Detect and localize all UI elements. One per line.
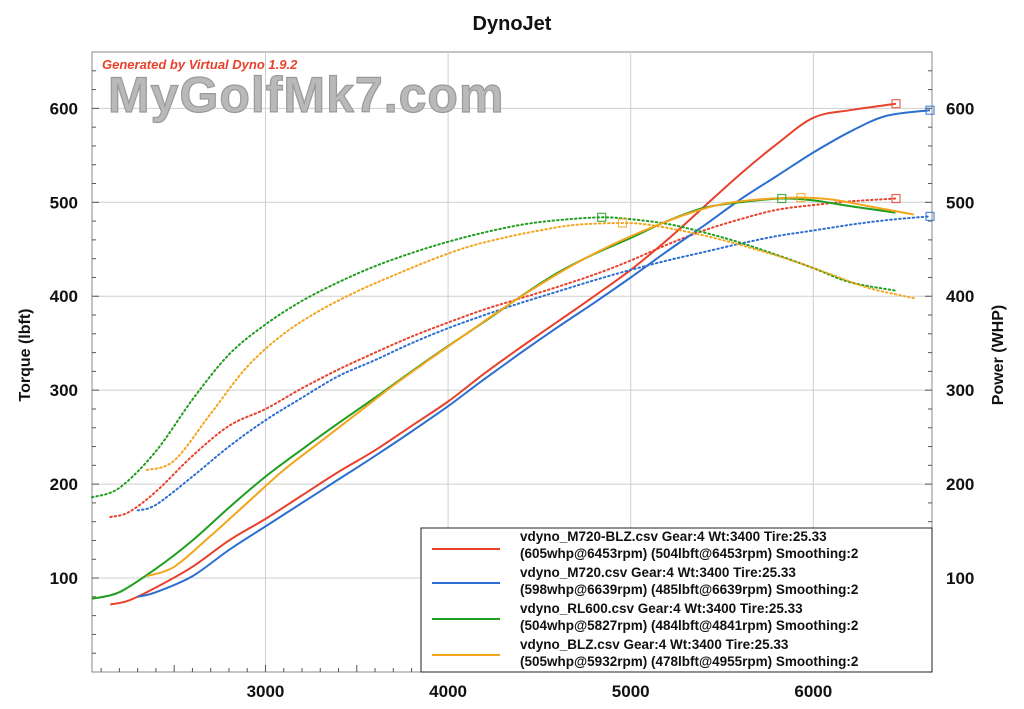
y-tick-label-right: 200 — [946, 475, 974, 494]
y-axis-label-left: Torque (lbft) — [17, 308, 34, 401]
y-tick-label-left: 600 — [50, 99, 78, 118]
torque-line-vdyno-m720 — [136, 215, 931, 512]
legend-m720-line2: (598whp@6639rpm) (485lbft@6639rpm) Smoot… — [520, 582, 858, 597]
x-tick-label: 5000 — [612, 682, 650, 701]
y-tick-label-right: 600 — [946, 99, 974, 118]
legend-box — [420, 527, 933, 673]
power-line-vdyno-blz — [146, 196, 914, 578]
y-axis-label-right: Power (WHP) — [990, 305, 1007, 405]
y-tick-label-left: 100 — [50, 569, 78, 588]
legend-rl600-line2: (504whp@5827rpm) (484lbft@4841rpm) Smoot… — [520, 618, 858, 633]
peak-power-marker-vdyno-blz — [796, 193, 806, 203]
peak-power-marker-vdyno-m720 — [925, 105, 935, 115]
generator-note: Generated by Virtual Dyno 1.9.2 — [102, 57, 298, 72]
peak-torque-marker-vdyno-blz — [617, 218, 628, 228]
peak-torque-marker-vdyno-rl600 — [597, 212, 607, 222]
series-layer — [91, 102, 931, 606]
gridlines — [92, 52, 932, 672]
y-tick-label-right: 300 — [946, 381, 974, 400]
y-tick-label-right: 100 — [946, 569, 974, 588]
x-tick-label: 6000 — [794, 682, 832, 701]
torque-line-vdyno-m720-blz — [109, 197, 897, 518]
y-tick-label-right: 400 — [946, 287, 974, 306]
legend-blz-line1: vdyno_BLZ.csv Gear:4 Wt:3400 Tire:25.33 — [520, 637, 789, 652]
peak-markers — [597, 99, 935, 228]
peak-power-marker-vdyno-m720-blz — [891, 99, 901, 109]
legend-m720-blz-line2: (605whp@6453rpm) (504lbft@6453rpm) Smoot… — [520, 546, 858, 561]
watermark: MyGolfMk7.com — [108, 67, 504, 123]
x-tick-label: 4000 — [429, 682, 467, 701]
y-tick-label-left: 200 — [50, 475, 78, 494]
peak-torque-marker-vdyno-m720 — [925, 211, 935, 221]
legend-m720-line1: vdyno_M720.csv Gear:4 Wt:3400 Tire:25.33 — [520, 565, 796, 580]
y-tick-label-left: 500 — [50, 193, 78, 212]
y-tick-label-left: 300 — [50, 381, 78, 400]
power-line-vdyno-m720-blz — [110, 102, 897, 606]
power-line-vdyno-m720 — [137, 109, 931, 598]
peak-torque-marker-vdyno-m720-blz — [891, 193, 901, 204]
legend-blz-line2: (505whp@5932rpm) (478lbft@4955rpm) Smoot… — [520, 654, 858, 669]
legend-m720-blz-line1: vdyno_M720-BLZ.csv Gear:4 Wt:3400 Tire:2… — [520, 529, 827, 544]
y-tick-label-right: 500 — [946, 193, 974, 212]
torque-line-vdyno-rl600 — [91, 216, 897, 499]
torque-line-vdyno-blz — [145, 221, 915, 471]
x-tick-label: 3000 — [247, 682, 285, 701]
peak-power-marker-vdyno-rl600 — [777, 193, 787, 204]
legend: vdyno_M720-BLZ.csv Gear:4 Wt:3400 Tire:2… — [420, 527, 933, 673]
legend-rl600-line1: vdyno_RL600.csv Gear:4 Wt:3400 Tire:25.3… — [520, 601, 803, 616]
chart-title: DynoJet — [473, 13, 552, 35]
y-tick-label-left: 400 — [50, 287, 78, 306]
axis-ticks: 3000 4000 5000 6000 100 100 200 200 300 300 400 400… — [50, 70, 974, 701]
